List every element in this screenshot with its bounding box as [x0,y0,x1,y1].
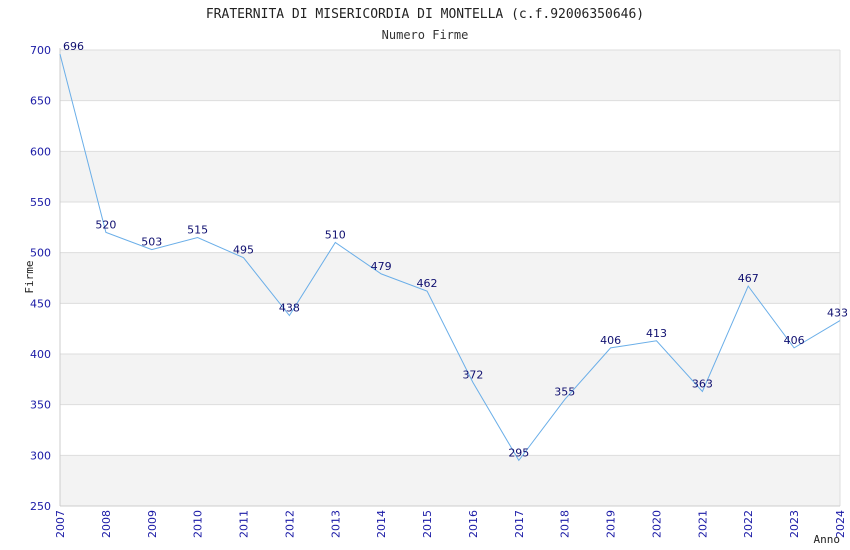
x-axis-label: Anno [814,533,841,546]
x-tick-label: 2022 [742,510,755,538]
data-label: 438 [279,301,300,314]
y-tick-label: 500 [30,247,51,260]
data-label: 515 [187,223,208,236]
plot-band [60,252,840,304]
y-tick-label: 700 [30,44,51,57]
x-tick-label: 2008 [100,510,113,538]
plot-band [60,50,840,101]
data-label: 295 [508,446,529,459]
x-tick-label: 2018 [559,510,572,538]
data-label: 363 [692,377,713,390]
x-tick-labels: 2007 2008 2009 2010 2011 2012 2013 2014 2015 2016… [54,510,847,538]
x-tick-label: 2021 [696,510,709,538]
chart-subtitle: Numero Firme [382,28,469,42]
data-label: 696 [63,40,84,53]
y-tick-label: 300 [30,449,51,462]
x-tick-label: 2009 [146,510,159,538]
data-label: 503 [141,236,162,249]
plot-band [60,202,840,253]
data-label: 413 [646,327,667,340]
plot-band [60,354,840,405]
x-tick-label: 2012 [283,510,296,538]
x-tick-label: 2010 [192,510,205,538]
data-label: 406 [600,334,621,347]
x-tick-label: 2013 [329,510,342,538]
data-label: 355 [554,386,575,399]
x-tick-label: 2020 [650,510,663,538]
y-axis-label: Firme [23,260,36,293]
data-label: 433 [827,307,848,320]
series-group [59,53,841,462]
x-tick-label: 2019 [605,510,618,538]
x-tick-label: 2015 [421,510,434,538]
x-tick-label: 2011 [238,510,251,538]
y-tick-label: 250 [30,500,51,513]
x-tick-label: 2014 [375,510,388,538]
x-tick-label: 2023 [788,510,801,538]
series-line [59,53,841,462]
y-tick-label: 600 [30,145,51,158]
data-label: 462 [417,277,438,290]
chart-title: FRATERNITA DI MISERICORDIA DI MONTELLA (… [206,7,644,22]
data-label: 510 [325,229,346,242]
plot-band [60,404,840,456]
x-tick-label: 2017 [513,510,526,538]
data-label: 372 [462,368,483,381]
x-tick-label: 2016 [467,510,480,538]
y-tick-labels: 250 300 350 400 450 500 550 600 650 700 [30,44,51,513]
data-labels: 696 520 503 515 495 438 510 479 462 372 295 355 406 4… [63,40,848,459]
grid-lines [60,49,841,507]
plot-bands [60,50,840,506]
y-tick-label: 650 [30,95,51,108]
y-tick-label: 550 [30,196,51,209]
y-tick-label: 400 [30,348,51,361]
plot-band [60,151,840,202]
plot-band [60,100,840,152]
data-label: 495 [233,244,254,257]
x-tick-label: 2007 [54,510,67,538]
y-tick-label: 450 [30,297,51,310]
data-label: 467 [738,272,759,285]
data-label: 520 [95,218,116,231]
y-tick-label: 350 [30,399,51,412]
x-tick-label: 2024 [834,510,847,538]
plot-band [60,303,840,354]
data-label: 406 [784,334,805,347]
plot-band [60,455,840,506]
data-label: 479 [371,260,392,273]
